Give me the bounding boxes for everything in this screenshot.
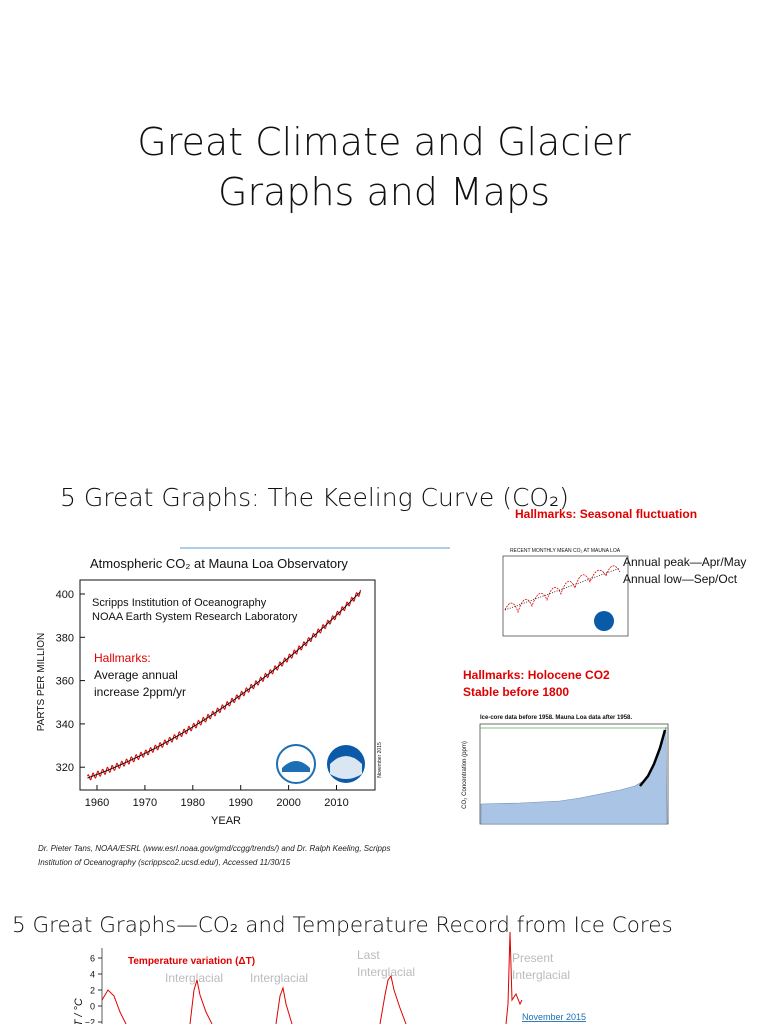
inset-chart: RECENT MONTHLY MEAN CO₂ AT MAUNA LOA [478, 543, 633, 643]
period-label: Present [512, 951, 554, 965]
inset-trend [504, 567, 621, 611]
inset-curve [504, 565, 621, 614]
x-tick-label: 1960 [85, 797, 109, 809]
inset-frame [502, 555, 629, 637]
hallmark-label: Hallmarks: [94, 651, 151, 665]
y-axis-label: PARTS PER MILLION [36, 633, 47, 732]
source: Scripps Institution of Oceanography [92, 597, 267, 609]
ice-core-title: Ice-core data before 1958. Mauna Loa dat… [480, 715, 632, 721]
noaa-logo-bird [330, 756, 362, 779]
ice-core-ylabel: CO₂ Concentration (ppm) [462, 741, 468, 809]
noaa-logo [594, 611, 614, 631]
y-tick-label: 2 [90, 986, 95, 996]
x-tick-label: 1990 [228, 797, 252, 809]
period-label: Interglacial [512, 968, 570, 982]
x-tick-label: 2000 [276, 797, 300, 809]
inset-note: Annual peak—Apr/May [623, 555, 746, 569]
inset-note: Annual low—Sep/Oct [623, 572, 738, 586]
mauna-loa-segment [639, 729, 667, 787]
hallmark: Hallmarks: Seasonal fluctuation [515, 507, 697, 521]
hallmark-text: Average annual [94, 668, 178, 682]
slide-title: 5 Great Graphs: The Keeling Curve (CO₂) [60, 483, 569, 512]
ice-core-chart: Ice-core data before 1958. Mauna Loa dat… [462, 715, 669, 825]
seasonal-curve [87, 589, 361, 781]
trend-curve [87, 591, 361, 779]
y-tick-label: 0 [90, 1002, 95, 1012]
y-tick-label: −2 [85, 1018, 95, 1024]
period-label: Interglacial [165, 971, 223, 985]
chart-date: November 2015 [377, 742, 383, 778]
period-label: Interglacial [357, 965, 415, 979]
temperature-trace [101, 931, 523, 1024]
plot-frame [79, 579, 376, 791]
y-tick-label: 320 [56, 762, 74, 774]
x-axis-label: YEAR [211, 815, 241, 827]
keeling-chart: Atmospheric CO₂ at Mauna Loa Observatory… [36, 556, 383, 827]
inset-title: RECENT MONTHLY MEAN CO₂ AT MAUNA LOA [510, 548, 621, 554]
y-axis-label: ΔT / °C [73, 998, 85, 1024]
x-tick-label: 1970 [133, 797, 157, 809]
hallmark: Hallmarks: Holocene CO2 [463, 668, 610, 682]
period-label: Interglacial [250, 971, 308, 985]
chart-title: Atmospheric CO₂ at Mauna Loa Observatory [90, 556, 348, 571]
y-tick-label: 6 [90, 954, 95, 964]
source: NOAA Earth System Research Laboratory [92, 611, 298, 623]
slide-title: 5 Great Graphs—CO₂ and Temperature Recor… [12, 913, 673, 938]
x-tick-label: 2010 [324, 797, 348, 809]
y-tick-label: 340 [56, 719, 74, 731]
x-tick-label: 1980 [181, 797, 205, 809]
slide-title: Graphs and Maps [218, 170, 550, 214]
ice-temperature-chart: Temperature variation (ΔT) Interglacial … [73, 931, 586, 1024]
y-tick-label: 380 [56, 632, 74, 644]
scripps-logo-wave [282, 761, 310, 772]
citation: Institution of Oceanography (scrippsco2.… [38, 858, 291, 867]
hallmark-text: increase 2ppm/yr [94, 685, 186, 699]
legend: Temperature variation (ΔT) [128, 956, 255, 967]
chart-date: November 2015 [522, 1012, 586, 1022]
y-tick-label: 360 [56, 676, 74, 688]
hallmark: Stable before 1800 [463, 685, 569, 699]
y-tick-label: 4 [90, 970, 95, 980]
citation: Dr. Pieter Tans, NOAA/ESRL (www.esrl.noa… [38, 844, 390, 853]
y-tick-label: 400 [56, 589, 74, 601]
slide-title: Great Climate and Glacier [137, 120, 631, 164]
period-label: Last [357, 948, 380, 962]
